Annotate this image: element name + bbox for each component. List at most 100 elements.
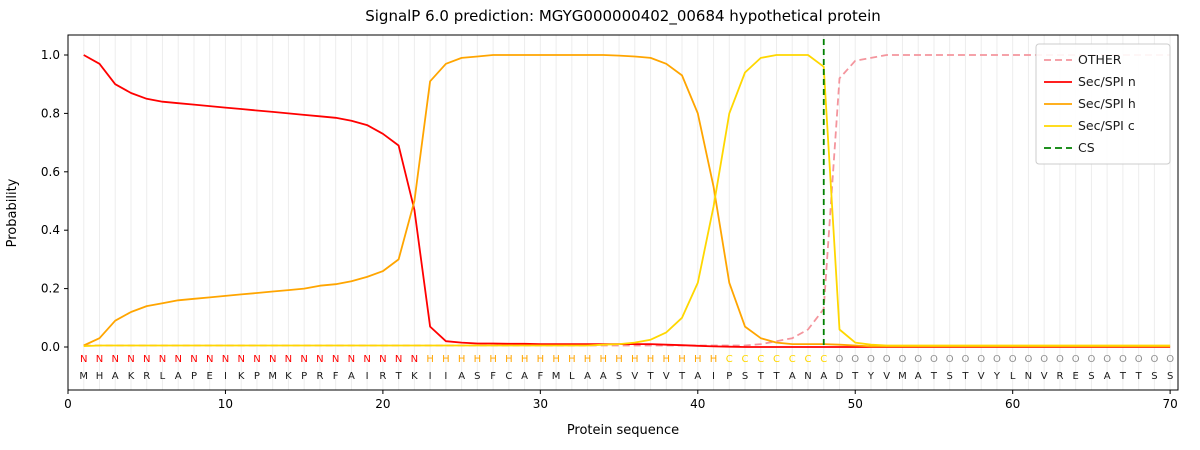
sequence-letter: H xyxy=(96,371,104,382)
region-letter: O xyxy=(930,354,938,365)
sequence-letter: L xyxy=(569,371,575,382)
y-tick-label: 0.6 xyxy=(41,165,60,179)
region-letter: N xyxy=(316,354,323,365)
sequence-letter: E xyxy=(207,371,213,382)
legend-item: CS xyxy=(1044,140,1095,155)
region-letter: C xyxy=(773,354,780,365)
region-letter: H xyxy=(584,354,592,365)
x-tick-label: 70 xyxy=(1162,397,1177,411)
region-letter: H xyxy=(710,354,718,365)
sequence-letter: S xyxy=(742,371,748,382)
region-letter: N xyxy=(363,354,370,365)
region-letter: H xyxy=(474,354,482,365)
series-line-other xyxy=(83,54,1171,347)
region-letter: N xyxy=(206,354,213,365)
sequence-letter: A xyxy=(521,371,528,382)
legend-item: Sec/SPI h xyxy=(1044,96,1136,111)
legend-item: OTHER xyxy=(1044,52,1122,67)
sequence-letter: A xyxy=(600,371,607,382)
x-tick-label: 0 xyxy=(64,397,72,411)
region-letter: O xyxy=(836,354,844,365)
sequence-letter: T xyxy=(851,371,859,382)
legend-box xyxy=(1035,43,1171,165)
chart-title: SignalP 6.0 prediction: MGYG000000402_00… xyxy=(365,7,881,26)
sequence-letter: P xyxy=(726,371,732,382)
sequence-letter: Y xyxy=(993,371,1001,382)
sequence-letter: R xyxy=(316,371,323,382)
sequence-letter: I xyxy=(429,371,432,382)
region-letter: N xyxy=(253,354,260,365)
sequence-letter: K xyxy=(411,371,418,382)
sequence-letter: I xyxy=(444,371,447,382)
sequence-letter: R xyxy=(143,371,150,382)
plot-area: 0 10 20 30 40 50 60 700.00.20.40.60.81.0N N N N N N N… xyxy=(41,34,1179,411)
region-letter: O xyxy=(977,354,985,365)
region-letter: O xyxy=(1119,354,1127,365)
sequence-letter: A xyxy=(112,371,119,382)
region-letter: H xyxy=(568,354,576,365)
sequence-letter: T xyxy=(1119,371,1127,382)
region-letter: C xyxy=(805,354,812,365)
region-letter: C xyxy=(757,354,764,365)
sequence-letter: I xyxy=(366,371,369,382)
region-letter: O xyxy=(1072,354,1080,365)
region-letter: O xyxy=(946,354,954,365)
sequence-letter: F xyxy=(537,371,543,382)
sequence-letter: I xyxy=(712,371,715,382)
sequence-letter: V xyxy=(631,371,638,382)
region-letter: N xyxy=(411,354,418,365)
sequence-letter: P xyxy=(254,371,260,382)
region-letter: N xyxy=(348,354,355,365)
sequence-letter: T xyxy=(961,371,969,382)
plot-frame xyxy=(67,34,1179,391)
sequence-letter: T xyxy=(646,371,654,382)
sequence-letter: V xyxy=(663,371,670,382)
sequence-letter: S xyxy=(1167,371,1173,382)
series-line-sec-spi-n xyxy=(83,54,1171,348)
residue-gridlines xyxy=(83,35,1171,390)
region-letter: O xyxy=(851,354,859,365)
region-letter: N xyxy=(80,354,87,365)
region-letter: O xyxy=(899,354,907,365)
sequence-letter: L xyxy=(160,371,166,382)
region-letter: H xyxy=(489,354,497,365)
sequence-letter: A xyxy=(915,371,922,382)
region-letter: O xyxy=(993,354,1001,365)
sequence-letter: T xyxy=(1135,371,1143,382)
region-letter: H xyxy=(442,354,450,365)
region-letter: O xyxy=(1009,354,1017,365)
y-tick-label: 0.4 xyxy=(41,223,60,237)
y-tick-label: 0.2 xyxy=(41,282,60,296)
sequence-letter: P xyxy=(301,371,307,382)
region-letter: N xyxy=(174,354,181,365)
sequence-letter: F xyxy=(333,371,339,382)
region-letter: N xyxy=(190,354,197,365)
sequence-letter: S xyxy=(474,371,480,382)
sequence-letter: V xyxy=(1041,371,1048,382)
region-letter: H xyxy=(678,354,686,365)
sequence-letter: A xyxy=(694,371,701,382)
legend-item-label: Sec/SPI n xyxy=(1078,74,1136,89)
region-letter: O xyxy=(1150,354,1158,365)
region-letter: H xyxy=(647,354,655,365)
x-tick-label: 50 xyxy=(848,397,863,411)
sequence-letter: A xyxy=(175,371,182,382)
sequence-letter: T xyxy=(930,371,938,382)
y-tick-label: 0.8 xyxy=(41,106,60,120)
legend-item-label: CS xyxy=(1078,140,1095,155)
region-letter: O xyxy=(1166,354,1174,365)
sequence-letter: K xyxy=(128,371,135,382)
legend-item-label: OTHER xyxy=(1078,52,1122,67)
sequence-letter: S xyxy=(1151,371,1157,382)
region-letter: N xyxy=(96,354,103,365)
x-tick-label: 60 xyxy=(1005,397,1020,411)
sequence-letter: N xyxy=(804,371,811,382)
region-letter: O xyxy=(1135,354,1143,365)
sequence-letter: D xyxy=(836,371,844,382)
region-letter: N xyxy=(127,354,134,365)
region-letter: O xyxy=(1103,354,1111,365)
legend-item: Sec/SPI n xyxy=(1044,74,1136,89)
region-letter: N xyxy=(269,354,276,365)
sequence-letter: M xyxy=(79,371,88,382)
